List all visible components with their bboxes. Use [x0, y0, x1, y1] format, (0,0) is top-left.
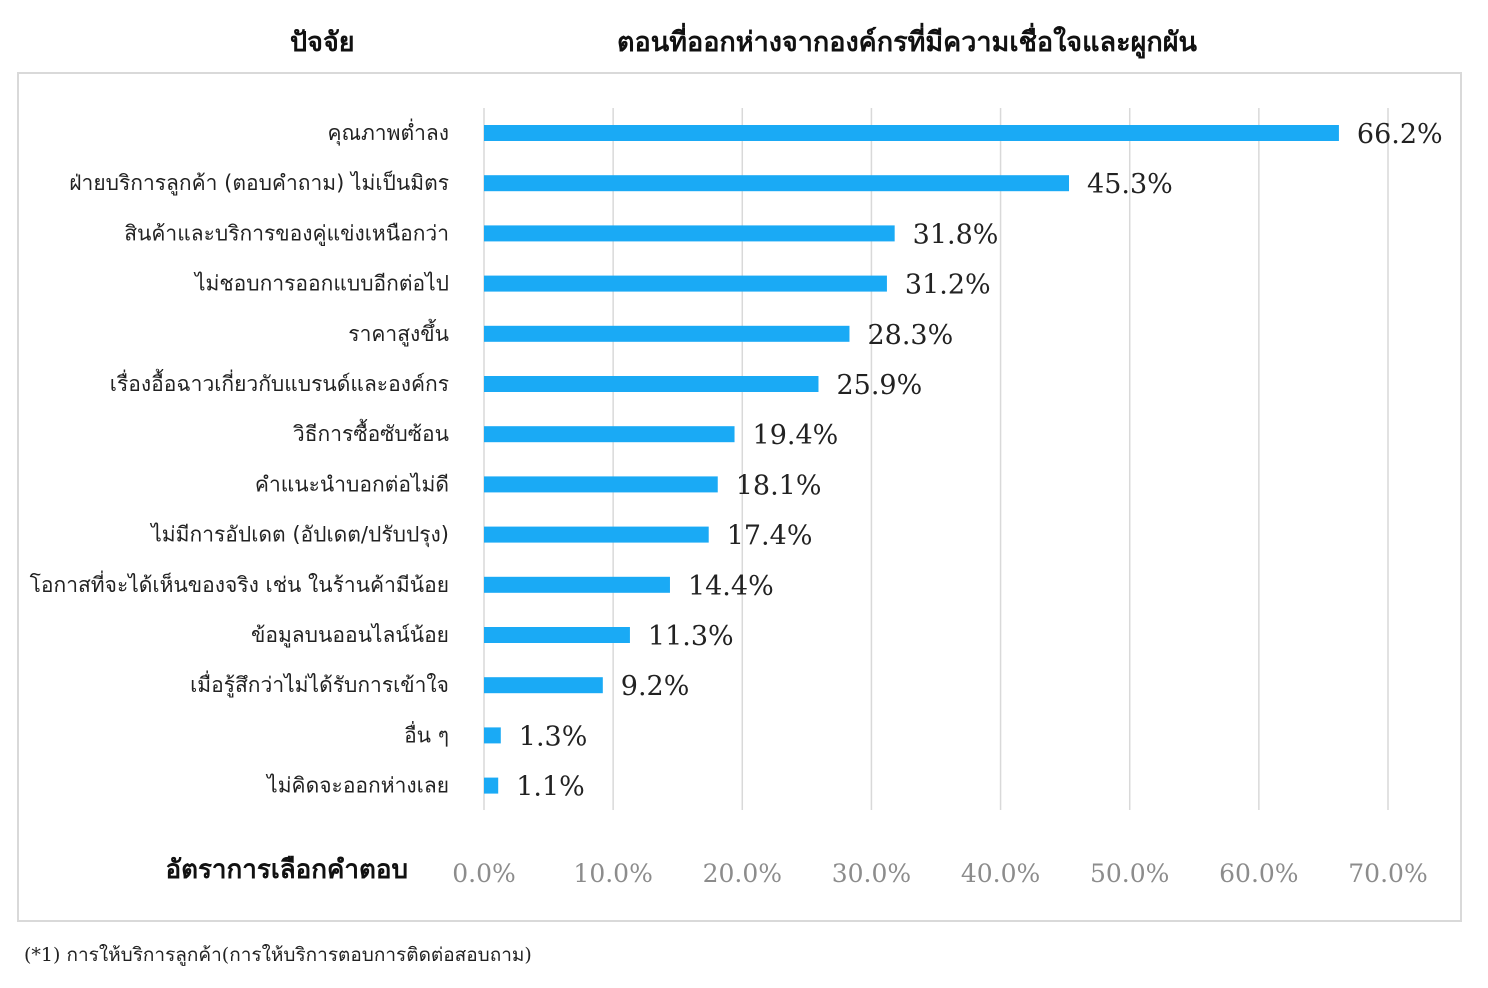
- x-tick-label: 60.0%: [1219, 859, 1298, 888]
- data-label: 31.2%: [905, 270, 991, 301]
- category-label: อื่น ๆ: [404, 720, 449, 747]
- x-tick-label: 10.0%: [573, 859, 652, 888]
- bar: [484, 627, 630, 643]
- bar: [484, 777, 499, 794]
- category-label: วิธีการซื้อซับซ้อน: [293, 419, 449, 446]
- category-label: เรื่องอื้อฉาวเกี่ยวกับแบรนด์และองค์กร: [110, 369, 449, 396]
- x-tick-label: 0.0%: [452, 859, 516, 888]
- data-label: 66.2%: [1357, 119, 1443, 150]
- footnote: (*1) การให้บริการลูกค้า(การให้บริการตอบก…: [24, 944, 532, 966]
- bar: [484, 225, 895, 242]
- data-label: 28.3%: [867, 320, 953, 351]
- data-label: 25.9%: [836, 370, 922, 401]
- chart-frame: [17, 72, 1462, 922]
- category-label: คุณภาพต่ำลง: [327, 118, 449, 146]
- data-label: 9.2%: [621, 671, 690, 702]
- bar: [484, 125, 1339, 141]
- x-tick-label: 50.0%: [1090, 859, 1169, 888]
- bar: [484, 526, 709, 543]
- x-tick-label: 30.0%: [832, 859, 911, 888]
- data-label: 19.4%: [753, 420, 839, 451]
- x-tick-label: 40.0%: [961, 859, 1040, 888]
- data-label: 1.1%: [516, 772, 585, 803]
- x-tick-label: 20.0%: [703, 859, 782, 888]
- x-axis-title: อัตราการเลือกคำตอบ: [165, 855, 408, 885]
- category-label: ราคาสูงขึ้น: [348, 319, 449, 347]
- data-label: 1.3%: [519, 721, 588, 752]
- bar: [484, 576, 670, 593]
- data-label: 14.4%: [688, 571, 774, 602]
- bar: [484, 175, 1070, 192]
- category-label: ฝ่ายบริการลูกค้า (ตอบคำถาม) ไม่เป็นมิตร: [69, 169, 449, 196]
- category-label: เมื่อรู้สึกว่าไม่ได้รับการเข้าใจ: [190, 670, 449, 698]
- category-label: ข้อมูลบนออนไลน์น้อย: [251, 623, 449, 648]
- category-label: โอกาสที่จะได้เห็นของจริง เช่น ในร้านค้าม…: [30, 570, 449, 597]
- bar: [484, 476, 718, 493]
- bar: [484, 325, 850, 342]
- category-label: ไม่คิดจะออกห่างเลย: [265, 774, 449, 798]
- data-label: 11.3%: [648, 621, 734, 652]
- bar: [484, 677, 603, 694]
- data-label: 31.8%: [913, 219, 999, 250]
- x-tick-label: 70.0%: [1348, 859, 1427, 888]
- data-label: 45.3%: [1087, 169, 1173, 200]
- bar: [484, 727, 501, 744]
- data-label: 18.1%: [736, 470, 822, 501]
- factor-header: ปัจจัย: [290, 27, 355, 58]
- category-label: ไม่มีการอัปเดต (อัปเดต/ปรับปรุง): [149, 523, 449, 548]
- category-label: คำแนะนำบอกต่อไม่ดี: [255, 472, 449, 496]
- category-label: สินค้าและบริการของคู่แข่งเหนือกว่า: [124, 221, 449, 246]
- category-label: ไม่ชอบการออกแบบอีกต่อไป: [193, 272, 449, 296]
- bar: [484, 275, 887, 292]
- chart-title: ตอนที่ออกห่างจากองค์กรที่มีความเชื่อใจแล…: [617, 27, 1198, 58]
- data-label: 17.4%: [727, 521, 813, 552]
- bar: [484, 376, 819, 392]
- bar: [484, 426, 735, 443]
